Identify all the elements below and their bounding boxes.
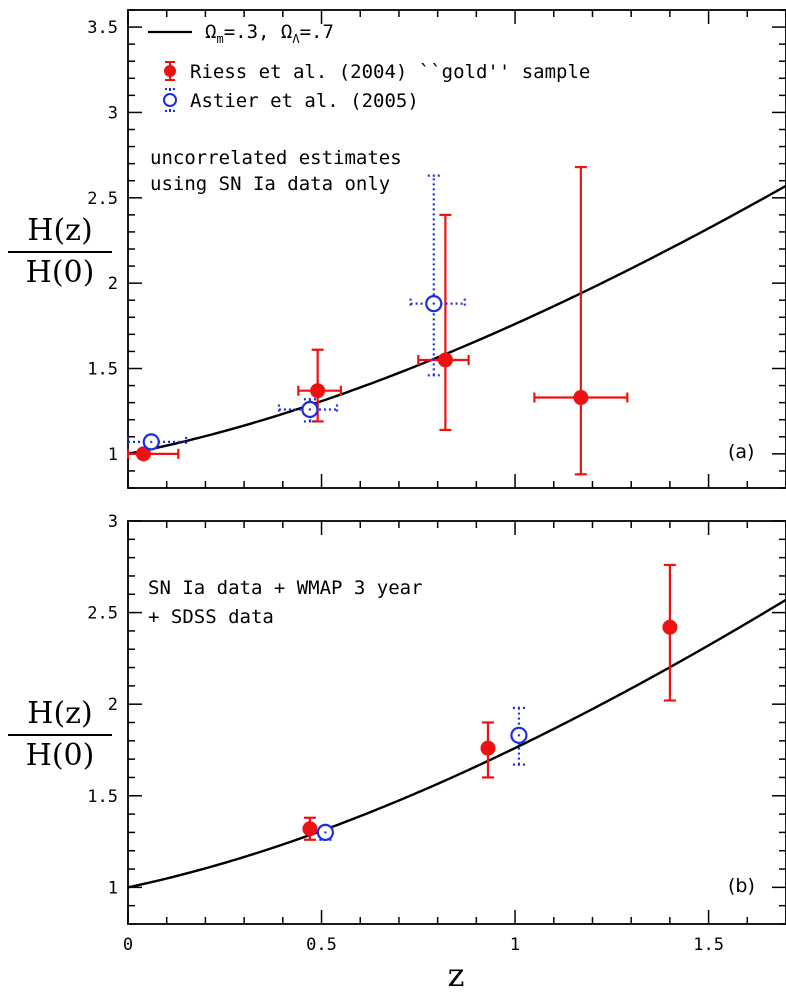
y-tick-label: 1 <box>108 878 118 898</box>
x-tick-label: 0.5 <box>306 935 337 955</box>
y-tick-label: 3.5 <box>87 18 118 38</box>
model-curve-line <box>127 598 786 889</box>
legend-riess-label: Riess et al. (2004) ``gold'' sample <box>190 61 590 83</box>
open-circle-center-dot <box>324 831 327 834</box>
y-tick-label: 1.5 <box>87 360 118 380</box>
panel-a-ylabel-denominator: H(0) <box>26 255 95 290</box>
panel-a-annotation-line-1: uncorrelated estimates <box>150 147 402 169</box>
panel-a: 1 1.5 2 2.5 3 3.5 Ωm=.3, ΩΛ=.7 Riess et al. (… <box>8 9 786 489</box>
open-circle-center-dot <box>517 734 521 737</box>
panel-b-data-points <box>302 563 678 842</box>
y-tick-label: 2 <box>108 274 118 294</box>
panel-a-data-points <box>126 165 629 476</box>
riess-data-point <box>302 816 318 841</box>
panel-b-label: (b) <box>728 875 755 897</box>
panel-b-ticks: 1 1.5 2 2.5 3 0 0.5 1 1.5 <box>87 512 786 955</box>
panel-b: 1 1.5 2 2.5 3 0 0.5 1 1.5 SN Ia data + WMAP 3 ye… <box>8 512 786 955</box>
panel-a-ylabel-numerator: H(z) <box>27 213 92 248</box>
y-tick-label: 1 <box>108 445 118 465</box>
riess-data-point <box>533 165 629 476</box>
filled-circle-marker <box>437 352 453 368</box>
legend: Ωm=.3, ΩΛ=.7 Riess et al. (2004) ``gold'… <box>148 21 590 112</box>
filled-circle-marker <box>480 740 496 756</box>
panel-b-model-curve <box>127 598 786 889</box>
panel-a-model-curve <box>127 184 786 456</box>
legend-astier-marker <box>163 88 177 112</box>
panel-a-ticks: 1 1.5 2 2.5 3 3.5 <box>87 9 786 489</box>
x-tick-label: 0 <box>123 935 133 955</box>
x-tick-label: 1.5 <box>693 935 724 955</box>
panel-b-ylabel-numerator: H(z) <box>27 696 92 731</box>
astier-data-point <box>510 706 528 766</box>
riess-data-point <box>417 213 470 432</box>
y-tick-label: 3 <box>108 103 118 123</box>
y-tick-label: 2.5 <box>87 604 118 624</box>
y-tick-label: 3 <box>108 512 118 532</box>
y-tick-label: 2.5 <box>87 189 118 209</box>
model-curve-line <box>127 184 786 456</box>
astier-data-point <box>277 398 339 423</box>
astier-data-point <box>126 433 188 451</box>
filled-circle-marker <box>310 383 326 399</box>
panel-b-ylabel-denominator: H(0) <box>26 738 95 773</box>
panel-a-label: (a) <box>728 441 754 463</box>
y-tick-label: 2 <box>108 695 118 715</box>
panel-b-annotation-line-2: + SDSS data <box>148 606 274 628</box>
riess-data-point <box>480 721 496 779</box>
filled-circle-marker <box>662 619 678 635</box>
y-tick-label: 1.5 <box>87 787 118 807</box>
riess-data-point <box>126 446 180 462</box>
legend-riess-marker <box>164 61 176 81</box>
riess-data-point <box>662 563 678 702</box>
filled-circle-marker <box>573 390 589 406</box>
legend-model-label: Ωm=.3, ΩΛ=.7 <box>205 21 334 46</box>
astier-data-point <box>409 174 466 377</box>
panel-b-annotation-line-1: SN Ia data + WMAP 3 year <box>148 577 423 599</box>
filled-circle-marker <box>302 821 318 837</box>
panel-a-annotation-line-2: using SN Ia data only <box>150 173 390 195</box>
x-axis-label: z <box>448 956 465 994</box>
astier-data-point <box>316 823 334 842</box>
open-circle-center-dot <box>432 302 435 305</box>
x-tick-label: 1 <box>510 935 520 955</box>
open-circle-center-dot <box>308 408 312 411</box>
legend-astier-label: Astier et al. (2005) <box>190 90 419 112</box>
open-circle-center-dot <box>150 440 153 444</box>
filled-circle-marker <box>135 446 151 462</box>
